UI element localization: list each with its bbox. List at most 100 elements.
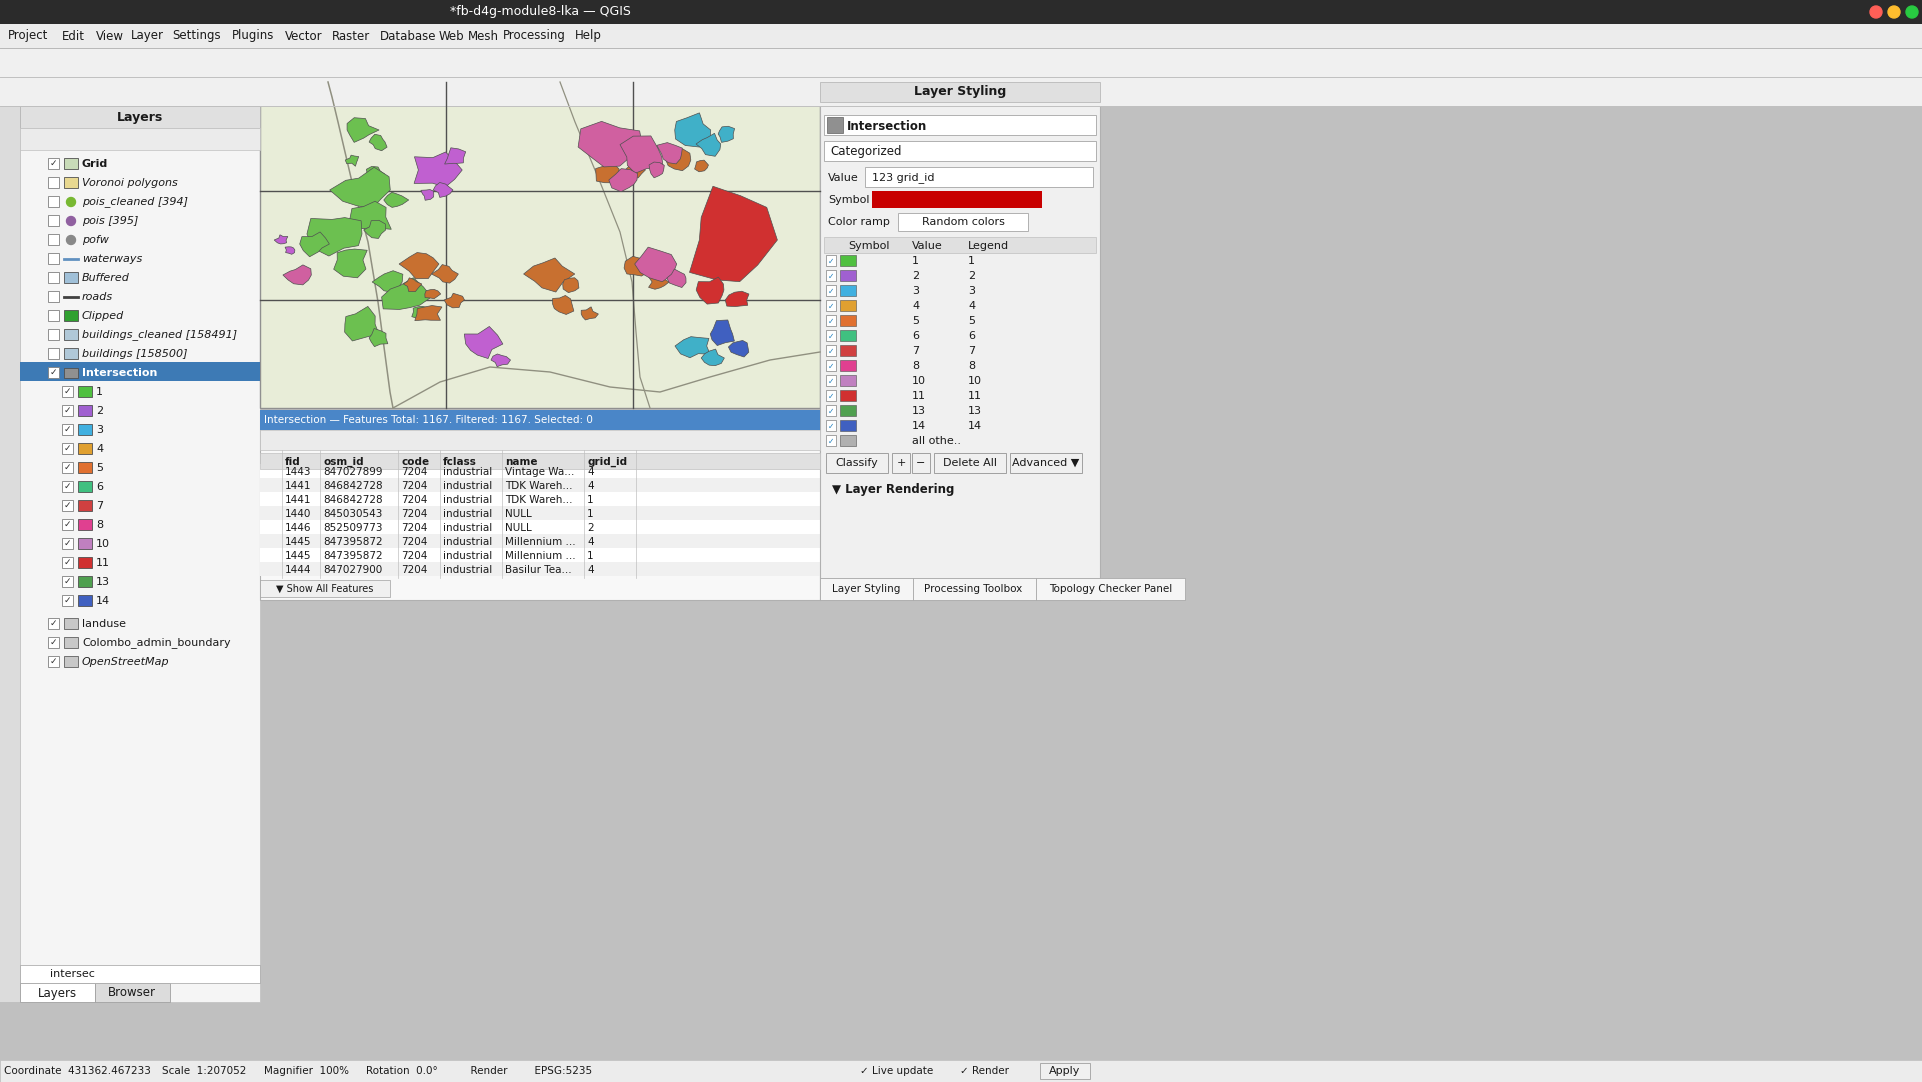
Bar — [821, 82, 1099, 102]
Text: 10: 10 — [969, 377, 982, 386]
Text: Layers: Layers — [117, 110, 163, 123]
Text: Legend: Legend — [969, 241, 1009, 251]
Polygon shape — [415, 305, 442, 320]
Bar — [79, 500, 92, 511]
Text: ✓: ✓ — [63, 539, 71, 547]
Text: ✓: ✓ — [63, 596, 71, 605]
Text: ✓: ✓ — [50, 657, 58, 667]
Bar — [79, 538, 92, 549]
Text: 846842728: 846842728 — [323, 481, 382, 491]
Circle shape — [67, 198, 75, 207]
Text: fclass: fclass — [442, 457, 477, 467]
Circle shape — [67, 216, 75, 225]
Text: intersec: intersec — [50, 969, 94, 979]
Bar — [79, 386, 92, 397]
Text: 1444: 1444 — [284, 565, 311, 575]
Text: 2: 2 — [969, 270, 974, 281]
Bar — [259, 453, 821, 469]
Bar — [19, 965, 259, 984]
Text: Scale  1:207052: Scale 1:207052 — [161, 1066, 246, 1076]
Text: Project: Project — [8, 29, 48, 42]
Text: 847027899: 847027899 — [323, 467, 382, 477]
Bar — [259, 82, 821, 408]
Bar — [48, 234, 60, 245]
Bar — [48, 177, 60, 188]
Bar — [79, 576, 92, 588]
Bar — [259, 492, 821, 506]
Bar — [79, 557, 92, 568]
Polygon shape — [657, 143, 682, 163]
Text: ✓: ✓ — [63, 577, 71, 586]
Text: 14: 14 — [969, 421, 982, 431]
Text: all othe..: all othe.. — [913, 436, 961, 446]
Text: ✓: ✓ — [63, 501, 71, 510]
Bar — [825, 237, 1096, 253]
Text: Mesh: Mesh — [467, 29, 498, 42]
Polygon shape — [363, 221, 386, 238]
Circle shape — [67, 236, 75, 245]
Text: ✓: ✓ — [63, 463, 71, 472]
Polygon shape — [675, 113, 711, 147]
Polygon shape — [634, 247, 677, 281]
Text: ✓: ✓ — [828, 422, 834, 431]
Text: ✓: ✓ — [828, 377, 834, 385]
Text: 10: 10 — [913, 377, 926, 386]
Polygon shape — [348, 118, 379, 143]
Text: ✓: ✓ — [828, 407, 834, 415]
Bar — [892, 453, 909, 473]
Bar — [62, 386, 73, 397]
Text: Processing: Processing — [502, 29, 565, 42]
Text: 8: 8 — [913, 361, 919, 371]
Bar — [63, 158, 79, 169]
Text: ✓: ✓ — [63, 387, 71, 396]
Text: pois [395]: pois [395] — [83, 216, 138, 226]
Polygon shape — [400, 252, 438, 279]
Bar — [48, 348, 60, 359]
Polygon shape — [625, 162, 646, 177]
Bar — [1040, 1063, 1090, 1079]
Text: Millennium ...: Millennium ... — [505, 537, 575, 547]
Text: 4: 4 — [586, 467, 594, 477]
Bar — [63, 348, 79, 359]
Text: 5: 5 — [913, 316, 919, 326]
Text: 847395872: 847395872 — [323, 537, 382, 547]
Text: Advanced ▼: Advanced ▼ — [1013, 458, 1080, 469]
Bar — [48, 367, 60, 378]
Bar — [48, 329, 60, 340]
Text: 7204: 7204 — [402, 481, 427, 491]
Bar — [259, 535, 821, 547]
Polygon shape — [348, 201, 392, 229]
Bar — [19, 362, 259, 381]
Bar — [826, 285, 836, 296]
Bar — [79, 481, 92, 492]
Bar — [840, 255, 855, 266]
Bar — [48, 637, 60, 648]
Text: 2: 2 — [586, 523, 594, 533]
Bar — [840, 315, 855, 326]
Bar — [48, 291, 60, 302]
Bar — [826, 420, 836, 431]
Polygon shape — [554, 295, 575, 315]
Bar — [840, 390, 855, 401]
Text: 1440: 1440 — [284, 509, 311, 519]
Bar — [259, 547, 821, 562]
Bar — [19, 106, 259, 1002]
Bar — [840, 375, 855, 386]
Bar — [63, 368, 79, 378]
Polygon shape — [675, 337, 709, 358]
Bar — [1036, 578, 1184, 601]
Text: Intersection: Intersection — [848, 119, 926, 132]
Polygon shape — [696, 277, 725, 304]
Text: ✓: ✓ — [828, 346, 834, 356]
Text: 6: 6 — [96, 481, 104, 492]
Bar — [259, 430, 821, 450]
Text: industrial: industrial — [442, 537, 492, 547]
Text: industrial: industrial — [442, 494, 492, 505]
Bar — [0, 106, 19, 1002]
Text: ✓: ✓ — [50, 368, 58, 377]
Text: 4: 4 — [586, 481, 594, 491]
Bar — [63, 329, 79, 340]
Polygon shape — [580, 307, 598, 320]
Text: 846842728: 846842728 — [323, 494, 382, 505]
Text: industrial: industrial — [442, 565, 492, 575]
